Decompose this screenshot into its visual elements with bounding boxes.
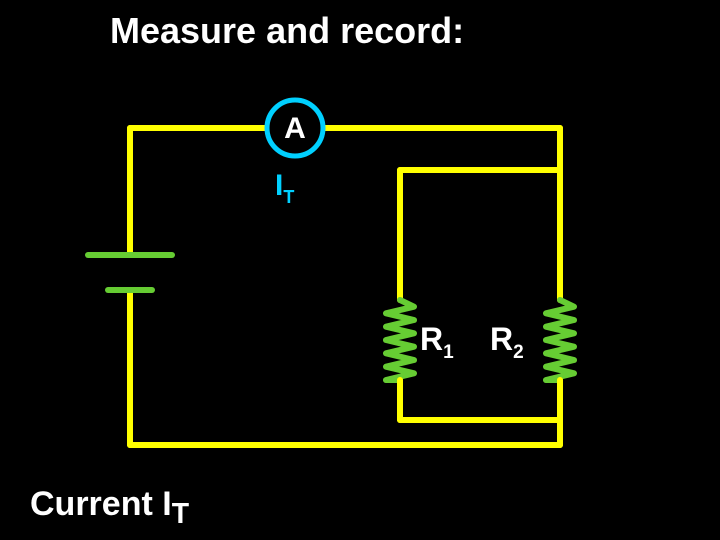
svg-text:A: A	[284, 112, 306, 145]
svg-text:R1: R1	[420, 321, 454, 363]
page-title: Measure and record:	[110, 10, 464, 52]
bottom-current-sub: T	[172, 498, 189, 530]
bottom-current-label: Current IT	[30, 485, 189, 531]
svg-text:IT: IT	[275, 169, 294, 207]
svg-text:R2: R2	[490, 321, 524, 363]
bottom-current-text: Current I	[30, 485, 172, 523]
circuit-diagram: A IT R1 R2	[0, 0, 720, 540]
